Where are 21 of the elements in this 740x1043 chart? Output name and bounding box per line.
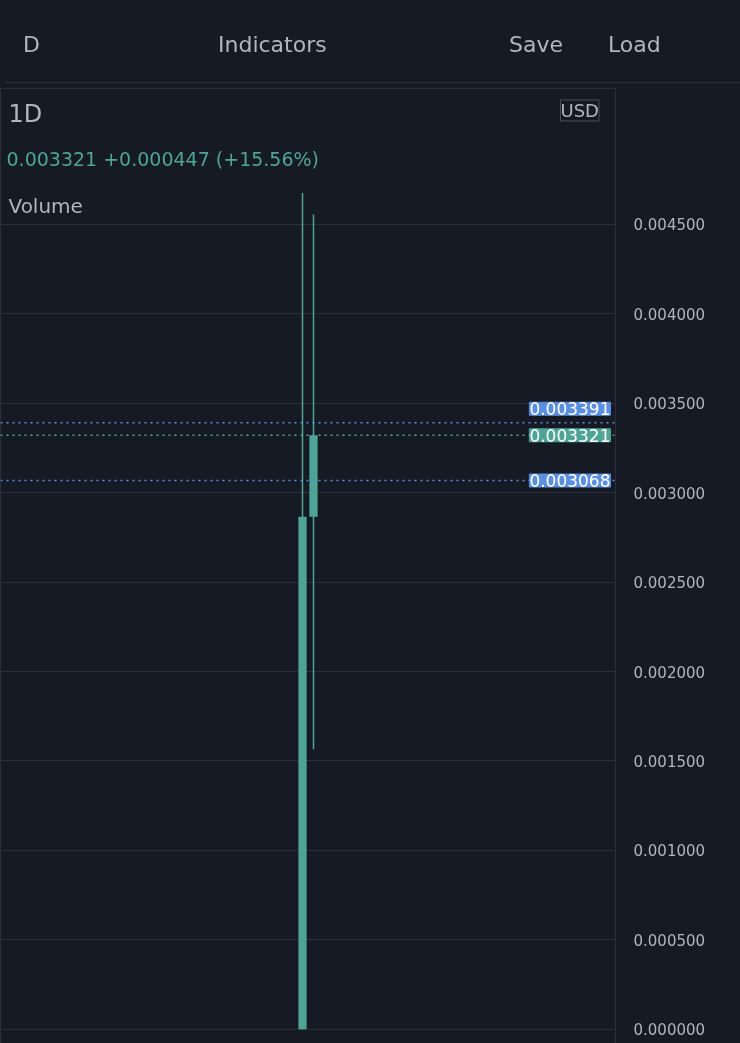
text: Load [608,31,661,59]
text: Indicators [218,31,327,59]
y-tick-label: 0.003000 [633,484,706,503]
y-tick-label: 0.004500 [633,216,706,235]
y-tick-label: 0.000000 [633,1021,706,1040]
y-tick-label: 0.001500 [633,752,706,771]
text: Save [509,31,564,59]
y-tick-label: 0.002500 [633,574,706,593]
annotation: Volume [8,193,83,218]
text: 1D [8,99,43,128]
text: 0.003321 +0.000447 (+15.56%) [6,147,320,170]
annotation: USD [560,100,599,121]
text: D [23,31,40,59]
y-tick-label: 0.000500 [633,931,706,950]
y-tick-label: 0.003500 [633,395,706,414]
y-tick-label: 0.004000 [633,305,706,324]
ref-line-label: 0.003068 [529,471,611,492]
ref-line-label: 0.003391 [529,399,611,420]
ref-line-label: 0.003321 [529,425,611,446]
y-tick-label: 0.001000 [633,842,706,861]
y-tick-label: 0.002000 [633,663,706,682]
